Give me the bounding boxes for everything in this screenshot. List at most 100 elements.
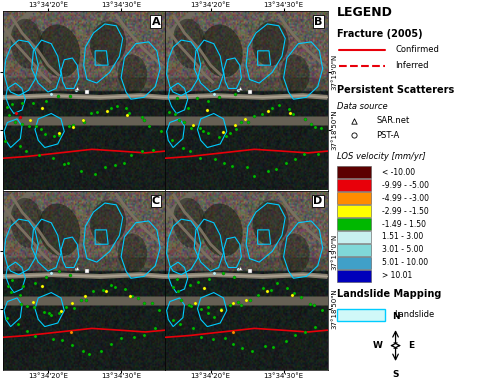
Text: B: B: [314, 17, 322, 27]
Point: [264, 168, 272, 174]
Point: [166, 109, 173, 115]
Point: [318, 307, 326, 314]
Point: [66, 123, 74, 129]
Point: [268, 344, 276, 351]
Ellipse shape: [252, 21, 288, 66]
Point: [220, 160, 228, 166]
Point: [188, 125, 196, 131]
Point: [138, 148, 146, 154]
Point: [232, 126, 240, 132]
Point: [268, 105, 276, 111]
Ellipse shape: [90, 21, 126, 66]
Point: [168, 136, 176, 142]
Point: [190, 122, 198, 128]
Text: SAR.net: SAR.net: [376, 116, 410, 125]
Point: [41, 131, 49, 137]
Ellipse shape: [173, 19, 206, 69]
Point: [50, 133, 58, 139]
Text: < -10.00: < -10.00: [382, 168, 415, 177]
Point: [80, 119, 88, 125]
Point: [231, 122, 239, 128]
Point: [68, 342, 76, 348]
Point: [172, 276, 180, 282]
Point: [54, 132, 62, 138]
Point: [42, 98, 50, 104]
Ellipse shape: [201, 203, 242, 256]
Point: [73, 85, 81, 91]
Point: [72, 266, 80, 272]
Point: [306, 301, 314, 307]
Point: [234, 266, 242, 272]
Point: [18, 100, 26, 106]
Point: [38, 283, 46, 289]
Point: [88, 109, 96, 115]
Point: [186, 282, 194, 288]
Point: [146, 123, 154, 130]
Bar: [337, 205, 372, 217]
Point: [17, 301, 25, 307]
Point: [198, 334, 205, 340]
Point: [16, 292, 24, 298]
Point: [350, 118, 358, 124]
Point: [31, 280, 39, 286]
Point: [123, 112, 131, 118]
Point: [184, 104, 192, 110]
Point: [234, 87, 242, 93]
Point: [140, 117, 148, 123]
Point: [191, 300, 199, 306]
Point: [134, 295, 142, 301]
Point: [78, 168, 86, 174]
Point: [212, 156, 220, 162]
Point: [264, 108, 272, 114]
Text: Inferred: Inferred: [396, 61, 429, 70]
Point: [243, 164, 251, 170]
Point: [148, 299, 156, 306]
Point: [4, 283, 12, 289]
Point: [237, 301, 245, 307]
Point: [226, 130, 234, 136]
Point: [311, 123, 319, 130]
Point: [48, 336, 56, 342]
Point: [127, 152, 135, 158]
Point: [155, 307, 163, 313]
Point: [122, 285, 130, 291]
Bar: [337, 192, 372, 204]
Text: 1.51 - 3.00: 1.51 - 3.00: [382, 232, 423, 242]
Point: [157, 128, 165, 134]
Text: Persistent Scatterers: Persistent Scatterers: [337, 85, 454, 95]
Text: Landslide: Landslide: [394, 310, 434, 319]
Text: > 10.01: > 10.01: [382, 271, 412, 280]
Point: [101, 164, 109, 170]
Point: [228, 163, 235, 169]
Point: [5, 112, 13, 118]
Point: [30, 304, 38, 310]
Point: [246, 268, 254, 274]
Point: [24, 328, 32, 334]
Point: [199, 128, 207, 134]
Ellipse shape: [10, 198, 43, 248]
Text: D: D: [314, 196, 322, 206]
Point: [73, 264, 81, 271]
Point: [222, 133, 230, 139]
Ellipse shape: [280, 234, 310, 273]
Point: [226, 303, 234, 309]
Point: [37, 126, 45, 132]
Point: [66, 272, 74, 278]
Text: -1.49 - 1.50: -1.49 - 1.50: [382, 219, 426, 229]
Point: [171, 111, 179, 117]
Point: [42, 274, 50, 280]
Point: [149, 147, 157, 153]
Point: [126, 293, 134, 299]
Point: [216, 306, 224, 312]
Point: [83, 89, 91, 95]
Point: [60, 162, 68, 168]
Point: [55, 268, 63, 274]
Bar: [337, 179, 372, 191]
Point: [55, 130, 63, 136]
Point: [282, 160, 290, 166]
Text: LOS velocity [mm/yr]: LOS velocity [mm/yr]: [337, 152, 426, 161]
Point: [288, 291, 296, 298]
Point: [221, 335, 229, 341]
Point: [29, 99, 37, 106]
Bar: [337, 270, 372, 282]
